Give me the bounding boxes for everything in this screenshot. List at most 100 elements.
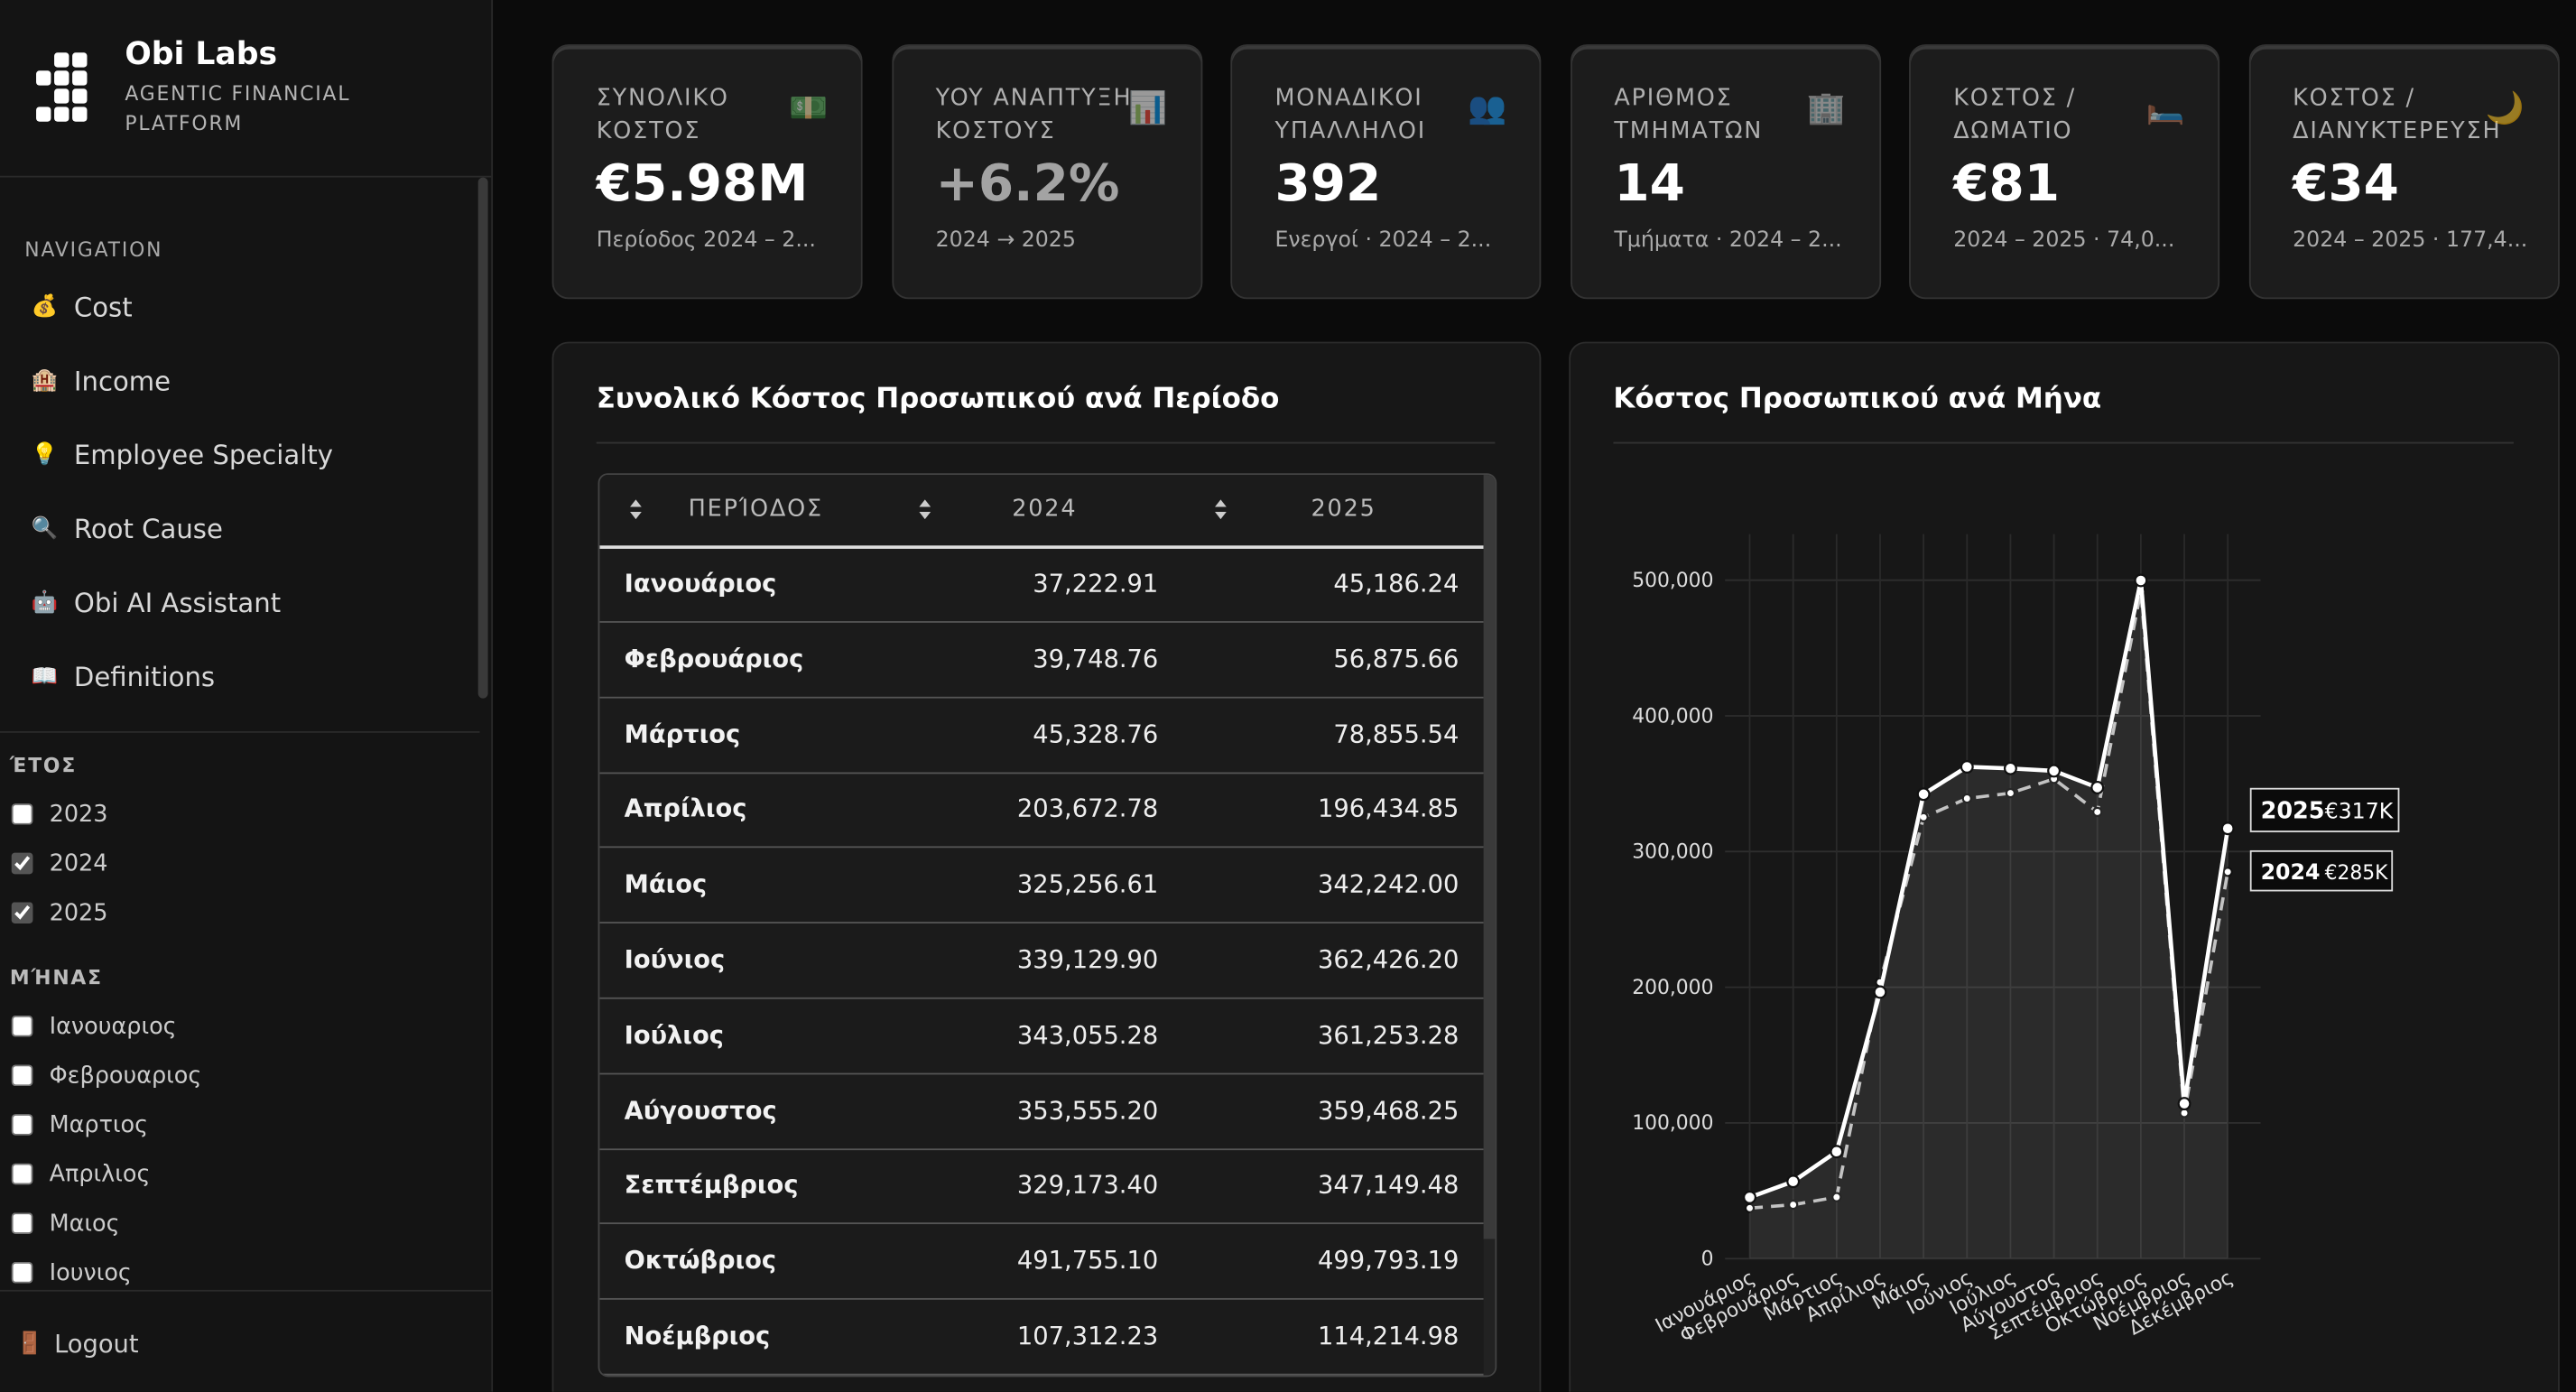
nav-item[interactable]: Root Cause [73,513,223,545]
kpi-icon: 🌙 [2485,90,2525,127]
filter-option[interactable]: Μαρτιος [49,1112,149,1139]
filter-checkbox[interactable] [11,1212,33,1234]
point [2220,821,2235,836]
kpi-card: ΚΟΣΤΟΣ / ΔΙΑΝΥΚΤΕΡΕΥΣΗ 🌙 €34 2024 – 2025 · … [2247,44,2559,300]
nav-item[interactable]: Employee Specialty [73,439,333,471]
value-label: €317K [2325,798,2395,823]
kpi-value: €5.98M [596,154,809,214]
logout-icon[interactable]: 🚪 [16,1332,43,1357]
cell-period: Ιούνιος [624,944,726,975]
column-header[interactable]: ΠΕΡΊΟΔΟΣ [688,496,823,523]
sort-icon-glyph[interactable] [1214,496,1228,520]
sidebar-footer [0,1289,492,1392]
sort-icon-glyph[interactable] [918,496,931,520]
filter-checkbox[interactable] [11,1163,33,1185]
filter-option[interactable]: 2023 [49,802,108,829]
kpi-icon: 💵 [789,90,829,127]
legend-label: 2025 [2261,797,2325,824]
filter-option[interactable]: Μαιος [49,1211,120,1238]
logout[interactable]: Logout [54,1329,139,1360]
filter-checkbox[interactable] [11,1114,33,1136]
filter-checkbox[interactable] [11,1064,33,1087]
kpi-label: ΑΡΙΘΜΟΣ ΤΜΗΜΑΤΩΝ [1614,85,1764,145]
filter-option[interactable]: 2025 [49,900,108,927]
nav-icon[interactable]: 📖 [31,664,59,690]
nav-item[interactable]: Definitions [73,661,216,693]
kpi-sub: 2024 – 2025 · 177,4... [2293,228,2528,254]
sort-arrows [1215,499,1227,520]
column-header[interactable]: 2024 [1012,496,1078,523]
filter-option[interactable]: Απριλιος [49,1161,151,1189]
kpi-icon: 🏢 [1806,90,1846,127]
chart-panel: Κόστος Προσωπικού ανά Μήνα [1569,341,2560,1392]
kpi-card: YOY ΑΝΑΠΤΥΞΗ ΚΟΣΤΟΥΣ 📊 +6.2% 2024 → 2025 [891,44,1202,300]
y-tick-label: 100,000 [1632,1112,1713,1135]
kpi-label: YOY ΑΝΑΠΤΥΞΗ ΚΟΣΤΟΥΣ [935,85,1133,145]
logo-dot [54,88,69,104]
table-row [599,622,1484,699]
cell-period: Αύγουστος [624,1095,777,1126]
filter-option[interactable]: Ιανουαριος [49,1014,177,1041]
filter-checkbox[interactable] [11,1261,33,1284]
cell-period: Ιανουάριος [624,568,777,599]
nav-icon[interactable]: 🏨 [31,368,59,394]
point [2090,780,2105,794]
kpi-sub: 2024 – 2025 · 74,0... [1953,228,2175,254]
cell-2024: 107,312.23 [1016,1321,1159,1351]
table-row [599,1074,1484,1150]
nav-icon[interactable]: 💰 [31,294,59,320]
kpi-label: ΜΟΝΑΔΙΚΟΙ ΥΠΑΛΛΗΛΟΙ [1274,85,1427,145]
cell-2025: 361,253.28 [1317,1019,1459,1050]
filter-checkbox[interactable] [11,1015,33,1037]
point [1961,793,1972,804]
nav-item[interactable]: Obi AI Assistant [73,587,282,619]
cell-2025: 362,426.20 [1317,944,1459,975]
point [1830,1145,1844,1159]
nav-icon[interactable]: 💡 [31,442,59,468]
cell-2024: 339,129.90 [1016,944,1159,975]
filter-option[interactable]: 2024 [49,850,108,877]
logo-dot [72,88,88,104]
cell-2025: 45,186.24 [1333,568,1459,599]
filter-option[interactable]: Φεβρουαριος [49,1063,202,1090]
sort-icon-glyph[interactable] [629,496,643,520]
line [1748,580,2230,1200]
cell-2024: 491,755.10 [1016,1246,1159,1276]
sort-arrows [919,499,931,520]
kpi-sub: 2024 → 2025 [935,228,1076,254]
filter-checkbox[interactable] [11,852,33,875]
table-row [599,1224,1484,1301]
kpi-value: €81 [1953,154,2061,214]
kpi-label: ΚΟΣΤΟΣ / ΔΩΜΑΤΙΟ [1953,85,2077,145]
filter-checkbox[interactable] [11,902,33,923]
filter-option[interactable]: Ιουνιος [49,1260,132,1287]
nav-icon[interactable]: 🔍 [31,516,59,542]
cell-period: Οκτώβριος [624,1246,777,1276]
divider [0,730,480,733]
point [1831,1192,1842,1202]
y-tick-label: 400,000 [1632,705,1713,728]
logo-dot [72,70,88,86]
table-panel: Συνολικό Κόστος Προσωπικού ανά Περίοδο ΠΕ… [551,341,1542,1392]
kpi-sub: Ενεργοί · 2024 – 2... [1274,228,1492,254]
line [1749,590,2229,1211]
nav-item[interactable]: Income [73,365,171,397]
filter-checkbox[interactable] [11,803,33,825]
divider [596,441,1496,444]
y-tick-label: 0 [1701,1248,1714,1271]
series-tag [2249,787,2400,832]
nav-icon[interactable]: 🤖 [31,590,59,616]
logo-dot [54,52,69,68]
kpi-value: 392 [1274,154,1382,214]
table-row [599,998,1484,1075]
nav-item[interactable]: Cost [73,292,133,323]
panel-title: Συνολικό Κόστος Προσωπικού ανά Περίοδο [596,383,1280,416]
column-header[interactable]: 2025 [1311,496,1376,523]
tagline: AGENTIC FINANCIAL PLATFORM [125,82,351,135]
divider [0,175,492,178]
point [2005,787,2016,799]
logo-dot [36,70,51,86]
